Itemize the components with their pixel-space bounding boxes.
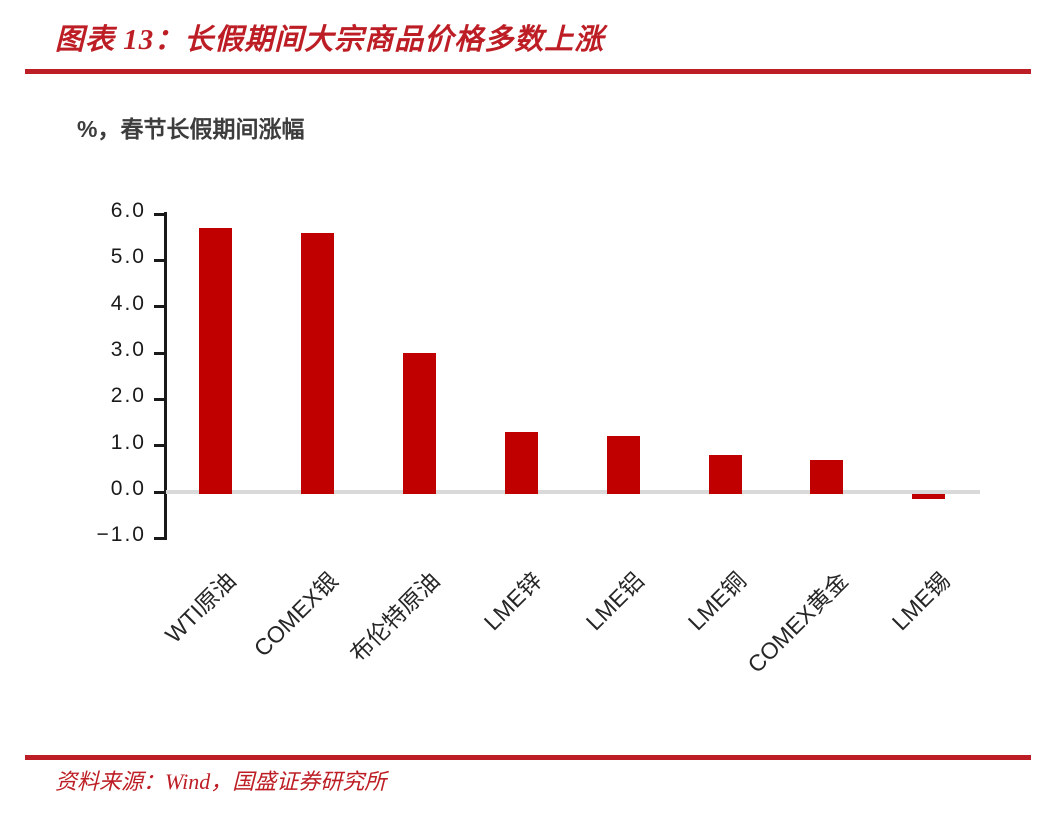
category-label: WTI原油 (160, 567, 242, 648)
y-axis-tick-label: 4.0 (110, 291, 146, 315)
chart-bar (606, 436, 640, 494)
y-axis-tick-label: 5.0 (110, 245, 146, 269)
y-axis-tick (154, 212, 164, 216)
category-label: LME锡 (886, 567, 955, 636)
y-axis-tick-label: 6.0 (110, 199, 146, 223)
category-label: LME锌 (478, 567, 547, 636)
y-axis-tick-label: 2.0 (110, 384, 146, 408)
chart-bar (504, 431, 538, 494)
chart-bar (199, 227, 232, 494)
category-label: LME铝 (580, 567, 649, 636)
chart-bar (912, 494, 946, 499)
category-label: COMEX银 (248, 567, 344, 662)
y-axis-tick (154, 444, 164, 448)
bottom-divider-line (25, 755, 1031, 760)
y-axis-tick (154, 305, 164, 309)
chart-bar (402, 353, 436, 494)
y-axis-tick (154, 490, 164, 494)
chart-bar (300, 232, 334, 494)
y-axis-tick-label: 3.0 (110, 338, 146, 361)
y-axis-tick (154, 536, 164, 540)
y-axis-tick (154, 397, 164, 401)
y-axis-tick-label: 1.0 (110, 430, 146, 454)
figure-title: 图表 13：长假期间大宗商品价格多数上涨 (55, 24, 605, 56)
chart-unit-subtitle: %，春节长假期间涨幅 (77, 116, 305, 142)
chart-bar (708, 454, 742, 494)
top-divider-line (25, 69, 1031, 74)
y-axis-tick-label: −1.0 (96, 523, 146, 547)
y-axis-tick-label: 0.0 (110, 477, 146, 500)
category-label: COMEX黄金 (741, 567, 853, 678)
zero-gridline (166, 490, 980, 494)
y-axis-tick (154, 258, 164, 262)
y-axis-line (164, 212, 167, 540)
chart-bar (810, 459, 844, 494)
y-axis-tick (154, 351, 164, 355)
category-label: LME铜 (682, 567, 751, 636)
data-source-note: 资料来源：Wind，国盛证券研究所 (55, 769, 387, 794)
category-label: 布伦特原油 (345, 567, 445, 667)
